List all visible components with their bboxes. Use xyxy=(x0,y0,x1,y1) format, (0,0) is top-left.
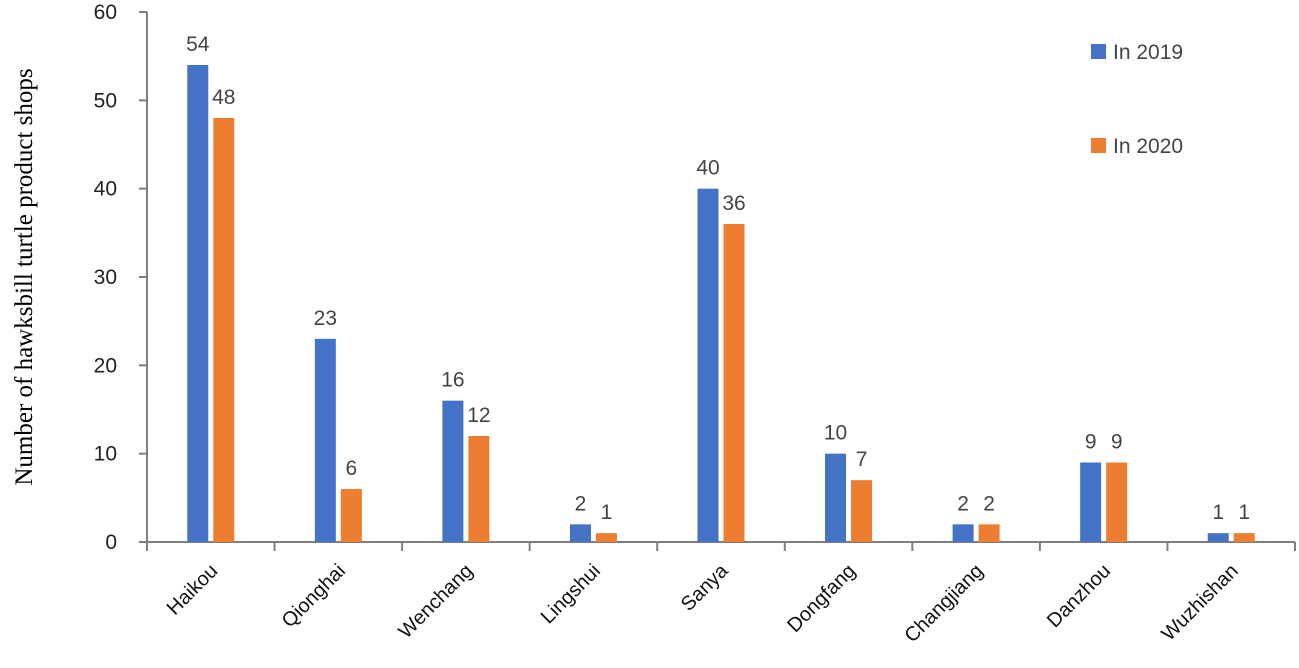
category-label: Dongfang xyxy=(783,560,860,637)
category-labels: Haikou Qionghai Wenchang Lingshui Sanya Dongf… xyxy=(163,559,1243,647)
category-label: Sanya xyxy=(677,559,733,615)
category-group-wuzhishan xyxy=(1207,533,1255,542)
y-tick-label: 10 xyxy=(94,443,117,466)
bar-in-2020 xyxy=(723,224,745,542)
data-label: 16 xyxy=(441,369,464,392)
category-label: Lingshui xyxy=(537,560,605,628)
legend-label: In 2019 xyxy=(1113,41,1183,64)
category-group-qionghai xyxy=(314,338,362,542)
y-tick-label: 30 xyxy=(94,266,117,289)
bar-in-2020 xyxy=(595,533,617,542)
data-label: 48 xyxy=(212,86,235,109)
category-group-wenchang xyxy=(442,400,490,542)
data-label: 1 xyxy=(1238,501,1250,524)
category-group-haikou xyxy=(187,65,235,542)
bar-in-2020 xyxy=(468,436,490,542)
bar-in-2019 xyxy=(1207,533,1229,542)
data-label: 7 xyxy=(856,448,868,471)
y-tick-label: 40 xyxy=(94,178,117,201)
category-group-danzhou xyxy=(1080,462,1128,542)
data-label: 10 xyxy=(824,422,847,445)
y-tick-label: 0 xyxy=(105,531,117,554)
category-group-sanya xyxy=(697,188,745,542)
data-label: 2 xyxy=(983,492,995,515)
legend-item-in-2020: In 2020 xyxy=(1091,135,1183,158)
y-tick-label: 50 xyxy=(94,89,117,112)
legend-swatch xyxy=(1091,44,1106,59)
bar-in-2020 xyxy=(851,480,873,542)
bar-in-2019 xyxy=(697,188,719,542)
category-group-lingshui xyxy=(569,524,617,542)
data-label: 1 xyxy=(1212,501,1224,524)
legend-label: In 2020 xyxy=(1113,135,1183,158)
x-axis xyxy=(146,541,1296,551)
category-label: Changjiang xyxy=(901,560,988,647)
data-label: 1 xyxy=(601,501,613,524)
category-group-changjiang xyxy=(952,524,1000,542)
legend: In 2019 In 2020 xyxy=(1091,41,1183,158)
data-label: 2 xyxy=(575,492,587,515)
bars xyxy=(187,65,1255,542)
y-tick-label: 20 xyxy=(94,354,117,377)
bar-in-2020 xyxy=(978,524,1000,542)
data-label: 23 xyxy=(314,307,337,330)
bar-in-2020 xyxy=(1233,533,1255,542)
data-label: 36 xyxy=(722,192,745,215)
category-label: Danzhou xyxy=(1043,560,1115,632)
y-axis: 0 10 20 30 40 50 60 xyxy=(94,1,148,554)
category-label: Qionghai xyxy=(278,560,350,632)
bar-in-2019 xyxy=(825,453,847,542)
bar-in-2020 xyxy=(340,489,362,542)
bar-in-2019 xyxy=(952,524,974,542)
bar-in-2020 xyxy=(213,118,235,542)
category-label: Wuzhishan xyxy=(1157,560,1242,645)
data-label: 40 xyxy=(696,157,719,180)
bar-in-2019 xyxy=(569,524,591,542)
bar-in-2019 xyxy=(442,400,464,542)
data-label: 9 xyxy=(1111,431,1123,454)
y-axis-label: Number of hawksbill turtle product shops xyxy=(11,68,38,485)
y-tick-label: 60 xyxy=(94,1,117,24)
bar-in-2019 xyxy=(314,338,336,542)
data-label: 54 xyxy=(186,33,210,56)
data-label: 12 xyxy=(467,404,490,427)
category-group-dongfang xyxy=(825,453,873,542)
bar-in-2019 xyxy=(187,65,209,542)
legend-swatch xyxy=(1091,138,1106,153)
bar-in-2020 xyxy=(1106,462,1128,542)
data-label: 2 xyxy=(957,492,969,515)
data-label: 6 xyxy=(345,457,357,480)
category-label: Haikou xyxy=(163,560,223,620)
bar-in-2019 xyxy=(1080,462,1102,542)
data-label: 9 xyxy=(1085,431,1097,454)
category-label: Wenchang xyxy=(395,560,478,643)
legend-item-in-2019: In 2019 xyxy=(1091,41,1183,64)
